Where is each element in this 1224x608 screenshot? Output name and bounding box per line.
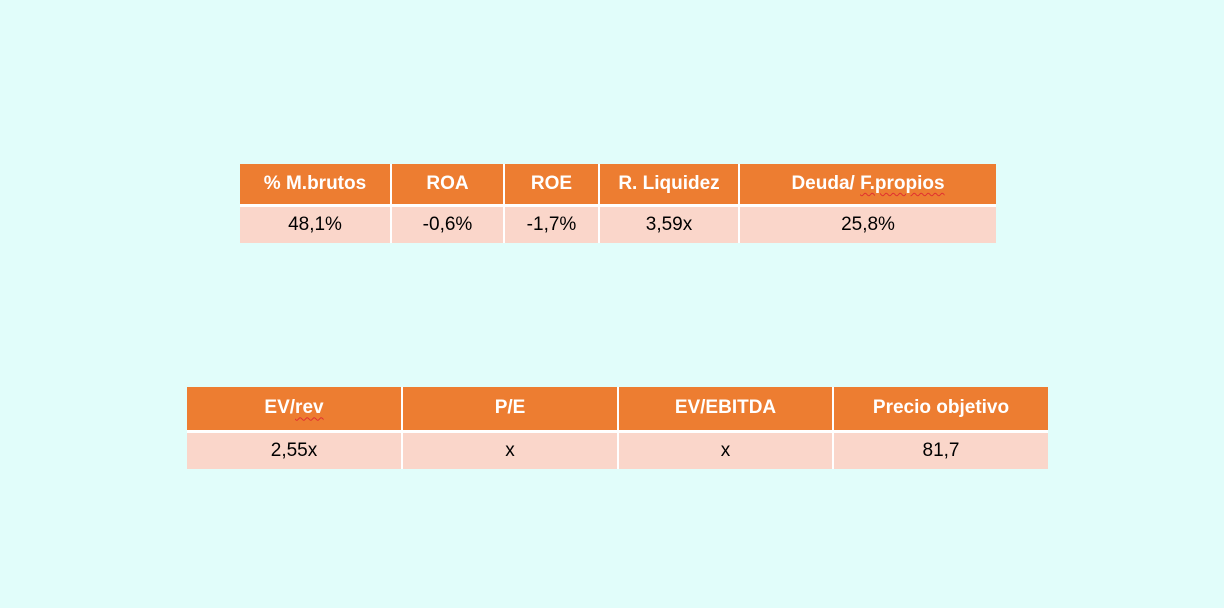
financial-ratios-table: % M.brutos ROA ROE R. Liquidez Deuda/ F.…: [240, 164, 996, 243]
header-liquidez: R. Liquidez: [598, 164, 740, 207]
value-roa: -0,6%: [390, 205, 505, 243]
value-ev-ebitda: x: [617, 431, 834, 469]
valuation-table: EV/rev P/E EV/EBITDA Precio objetivo 2,5…: [187, 387, 1048, 469]
valuation-header-row: EV/rev P/E EV/EBITDA Precio objetivo: [187, 387, 1048, 433]
header-ev-rev-prefix: EV/: [264, 397, 296, 419]
header-precio-objetivo: Precio objetivo: [832, 387, 1048, 433]
value-roe: -1,7%: [503, 205, 600, 243]
value-precio-objetivo: 81,7: [832, 431, 1048, 469]
header-deuda-fondos-propios: Deuda/ F.propios: [738, 164, 996, 207]
value-pe: x: [401, 431, 619, 469]
ratios-values-row: 48,1% -0,6% -1,7% 3,59x 25,8%: [240, 205, 996, 243]
valuation-values-row: 2,55x x x 81,7: [187, 431, 1048, 469]
header-roa: ROA: [390, 164, 505, 207]
header-deuda-prefix: Deuda/: [791, 172, 861, 194]
header-pe: P/E: [401, 387, 619, 433]
value-ev-rev: 2,55x: [187, 431, 403, 469]
value-margen-bruto: 48,1%: [240, 205, 392, 243]
value-deuda-fondos-propios: 25,8%: [738, 205, 996, 243]
header-deuda-word: F.propios: [860, 172, 945, 194]
header-ev-ebitda: EV/EBITDA: [617, 387, 834, 433]
header-roe: ROE: [503, 164, 600, 207]
header-margen-bruto: % M.brutos: [240, 164, 392, 207]
header-ev-rev: EV/rev: [187, 387, 403, 433]
value-liquidez: 3,59x: [598, 205, 740, 243]
ratios-header-row: % M.brutos ROA ROE R. Liquidez Deuda/ F.…: [240, 164, 996, 207]
header-ev-rev-word: rev: [295, 397, 324, 419]
